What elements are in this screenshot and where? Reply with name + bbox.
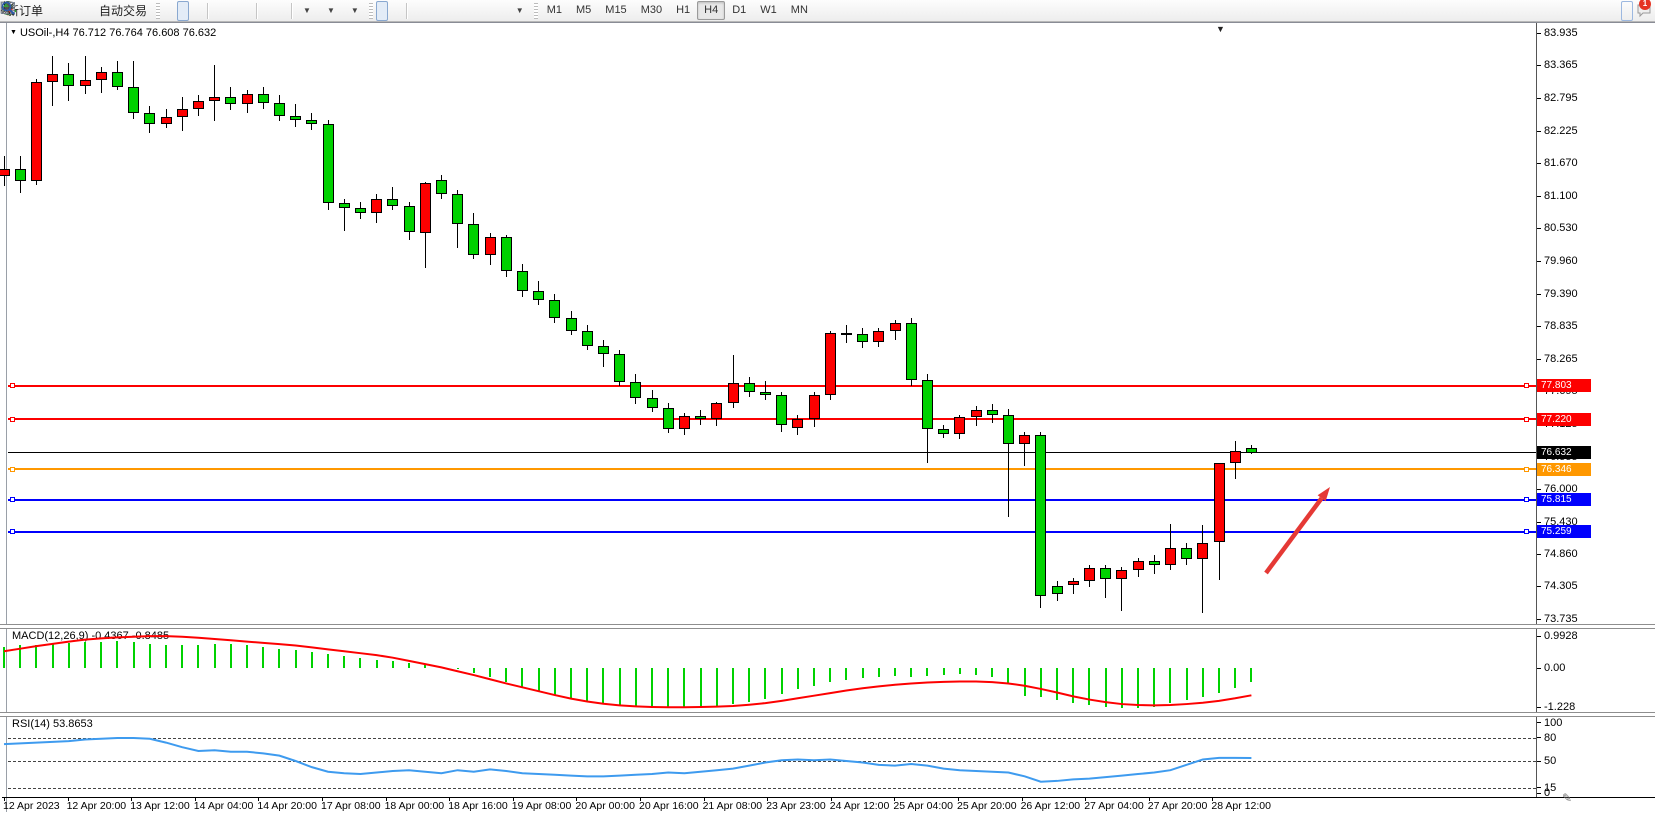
zoom-out-button[interactable] <box>2 1 238 21</box>
notification-badge: 1 <box>1639 0 1651 10</box>
bar-chart-button[interactable] <box>1 1 175 21</box>
timeframe-H1[interactable]: H1 <box>676 4 691 16</box>
timeframe-M15[interactable]: M15 <box>605 4 627 16</box>
toolbar-separator <box>291 2 293 19</box>
chart-shift-marker[interactable]: ▼ <box>1216 24 1225 34</box>
svg-text:A: A <box>4 1 12 15</box>
timeframe-H4[interactable]: H4 <box>697 1 726 20</box>
collapse-triangle-icon[interactable]: ▼ <box>10 29 17 36</box>
toolbar-grip <box>156 2 161 19</box>
trendline-tool-button[interactable] <box>1 1 451 21</box>
search-button[interactable] <box>1 0 1633 21</box>
arrows-tool-button[interactable]: ▼ <box>3 1 531 21</box>
signal-button[interactable] <box>1 1 91 21</box>
toolbar-grip <box>533 2 538 19</box>
templates-dropdown-arrow[interactable]: ▼ <box>350 6 359 15</box>
chart-window[interactable]: ▼ USOil-,H4 76.712 76.764 76.608 76.632 <box>0 22 1655 825</box>
line-chart-button[interactable] <box>1 1 203 21</box>
text-tool-button[interactable]: A <box>4 1 493 21</box>
auto-trading-label: 自动交易 <box>99 4 148 18</box>
toolbar-separator <box>405 2 407 19</box>
candlestick-chart-button[interactable] <box>2 0 190 21</box>
templates-button[interactable]: ▼ <box>1 1 366 21</box>
vertical-line-tool-button[interactable] <box>7 1 423 21</box>
new-order-button[interactable]: 新订单 <box>1 1 49 21</box>
indicators-button[interactable]: ▼ <box>0 1 318 21</box>
timeframe-M1[interactable]: M1 <box>546 4 562 16</box>
text-label-tool-button[interactable]: T <box>1 1 507 21</box>
cursor-tool-button[interactable] <box>4 0 388 21</box>
toolbar-separator <box>256 2 258 19</box>
auto-trading-button[interactable]: 自动交易 <box>1 1 153 21</box>
symbol-ohlc-text: USOil-,H4 76.712 76.764 76.608 76.632 <box>19 27 217 39</box>
auto-scroll-button[interactable] <box>1 1 273 21</box>
periods-dropdown-arrow[interactable]: ▼ <box>326 6 335 15</box>
timeframe-D1[interactable]: D1 <box>732 4 747 16</box>
svg-text:T: T <box>5 4 11 14</box>
timeframe-M5[interactable]: M5 <box>576 4 592 16</box>
fibonacci-tool-button[interactable]: F <box>2 1 479 21</box>
toolbar: 新订单 自动交易 <box>0 0 1655 22</box>
notifications-button[interactable]: 1 <box>1635 0 1651 21</box>
toolbar-separator <box>207 2 209 19</box>
zoom-in-button[interactable] <box>2 1 224 21</box>
search-icon <box>1 1 15 15</box>
timeframe-group: M1 M5 M15 M30 H1 H4 D1 W1 MN <box>540 1 815 20</box>
tile-windows-button[interactable] <box>2 1 252 21</box>
equidistant-channel-tool-button[interactable]: E <box>0 1 465 21</box>
metaeditor-button[interactable] <box>1 1 63 21</box>
toolbar-grip <box>368 2 373 19</box>
chart-shift-button[interactable] <box>1 1 287 21</box>
timeframe-MN[interactable]: MN <box>790 4 808 16</box>
crosshair-tool-button[interactable] <box>1 1 402 21</box>
periods-button[interactable]: ▼ <box>1 1 342 21</box>
arrows-dropdown-arrow[interactable]: ▼ <box>515 6 524 15</box>
quick-draw-pencil-icon[interactable]: ✎ <box>1562 791 1573 805</box>
text-icon: A <box>4 1 12 15</box>
timeframe-M30[interactable]: M30 <box>640 4 663 16</box>
indicators-dropdown-arrow[interactable]: ▼ <box>303 6 311 15</box>
timeframe-W1[interactable]: W1 <box>760 4 777 16</box>
symbol-header: ▼ USOil-,H4 76.712 76.764 76.608 76.632 <box>10 27 216 39</box>
horizontal-line-tool-button[interactable] <box>2 1 437 21</box>
terminal-button[interactable] <box>1 1 77 21</box>
new-order-label: 新订单 <box>7 4 44 18</box>
